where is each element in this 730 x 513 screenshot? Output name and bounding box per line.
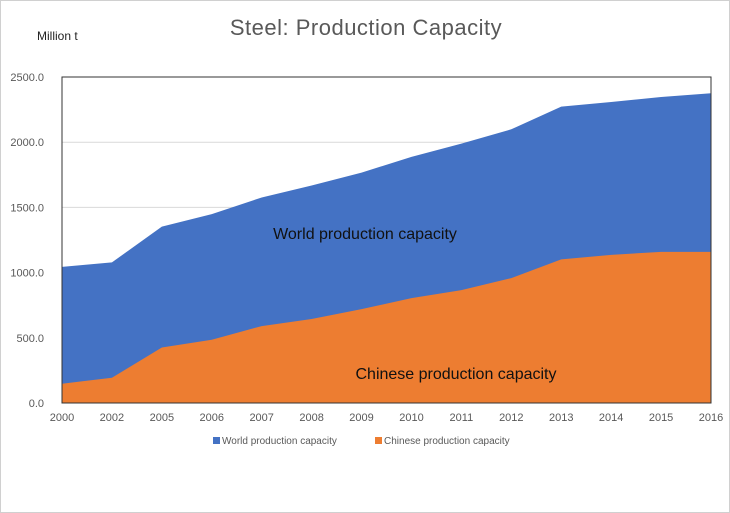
x-tick-label: 2013 xyxy=(549,412,573,424)
x-tick-label: 2014 xyxy=(599,412,623,424)
x-tick-label: 2011 xyxy=(450,412,474,424)
x-tick-label: 2016 xyxy=(699,412,723,424)
chinese-area-label: Chinese production capacity xyxy=(355,366,556,383)
x-tick-label: 2009 xyxy=(349,412,373,424)
chart-title: Steel: Production Capacity xyxy=(229,15,503,40)
legend-label: World production capacity xyxy=(222,436,337,447)
x-tick-label: 2010 xyxy=(399,412,423,424)
y-tick-label: 2000.0 xyxy=(10,137,44,149)
x-tick-label: 2012 xyxy=(499,412,523,424)
legend-swatch xyxy=(375,437,382,444)
area-chinese xyxy=(62,251,711,403)
y-tick-label: 1500.0 xyxy=(10,202,44,214)
x-tick-label: 2015 xyxy=(649,412,673,424)
y-axis-unit-label: Million t xyxy=(37,29,78,43)
x-tick-label: 2000 xyxy=(50,412,74,424)
world-area-label: World production capacity xyxy=(273,226,457,243)
x-tick-label: 2005 xyxy=(150,412,174,424)
x-tick-label: 2006 xyxy=(200,412,224,424)
x-tick-label: 2007 xyxy=(249,412,273,424)
y-tick-label: 2500.0 xyxy=(10,72,44,84)
legend-swatch xyxy=(213,437,220,444)
x-tick-label: 2008 xyxy=(299,412,323,424)
legend-label: Chinese production capacity xyxy=(384,436,510,447)
y-tick-label: 1000.0 xyxy=(10,268,44,280)
y-tick-label: 500.0 xyxy=(16,333,44,345)
x-tick-label: 2002 xyxy=(100,412,124,424)
plot-border xyxy=(61,76,712,404)
y-tick-label: 0.0 xyxy=(29,398,44,410)
